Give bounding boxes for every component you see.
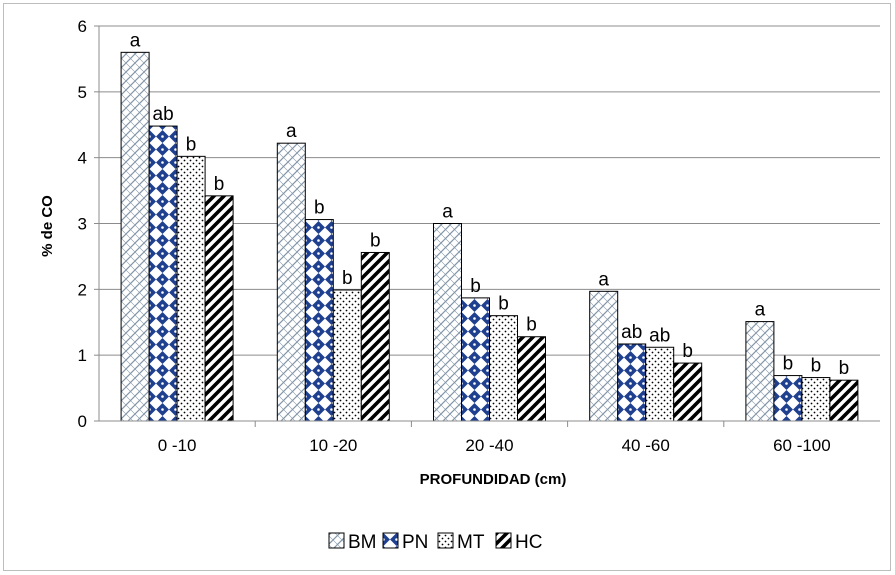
significance-label: b	[811, 356, 822, 377]
legend-swatch-hc	[495, 532, 512, 549]
significance-label: b	[186, 134, 197, 155]
significance-label: a	[130, 30, 141, 51]
bar-pn	[148, 125, 178, 422]
significance-label: b	[682, 341, 693, 362]
significance-label: ab	[621, 322, 642, 343]
legend-label-pn: PN	[402, 532, 428, 553]
y-tick-label: 1	[78, 346, 87, 365]
significance-label: a	[442, 202, 453, 223]
legend-label-bm: BM	[348, 532, 377, 553]
bar-mt	[801, 377, 831, 422]
legend-swatch-mt	[437, 532, 454, 549]
significance-label: a	[755, 300, 766, 321]
bar-bm	[276, 142, 306, 422]
y-tick-label: 6	[78, 17, 87, 36]
significance-label: b	[498, 294, 509, 315]
legend-label-mt: MT	[457, 532, 485, 553]
bar-mt	[489, 315, 518, 422]
significance-label: b	[783, 354, 794, 375]
x-tick-label: 20 -40	[465, 436, 513, 455]
y-tick-label: 5	[78, 83, 87, 102]
bar-bm	[433, 223, 462, 422]
bar-pn	[461, 297, 490, 422]
y-tick-label: 4	[78, 149, 87, 168]
x-tick-label: 40 -60	[622, 436, 670, 455]
bar-bm	[589, 290, 619, 422]
significance-label: b	[839, 358, 850, 379]
x-tick-label: 60 -100	[773, 436, 831, 455]
y-tick-label: 0	[78, 412, 87, 431]
y-axis-title: % de CO	[39, 195, 56, 257]
bar-mt	[332, 289, 362, 422]
significance-label: b	[526, 315, 537, 336]
bar-hc	[360, 251, 390, 422]
x-tick-label: 10 -20	[309, 436, 357, 455]
significance-label: b	[370, 230, 381, 251]
significance-label: ab	[649, 325, 670, 346]
legend-label-hc: HC	[515, 532, 542, 553]
significance-label: a	[286, 121, 297, 142]
significance-label: b	[314, 198, 325, 219]
y-tick-label: 2	[78, 280, 87, 299]
legend-swatch-pn	[382, 532, 399, 549]
legend-swatch-bm	[328, 532, 345, 549]
bar-hc	[517, 336, 546, 422]
x-tick-label: 0 -10	[158, 436, 197, 455]
significance-label: ab	[153, 104, 174, 125]
bar-hc	[204, 195, 234, 422]
y-tick-label: 3	[78, 215, 87, 234]
bar-hc	[829, 379, 859, 422]
bar-bm	[745, 321, 775, 422]
bar-pn	[773, 375, 803, 422]
significance-label: b	[470, 276, 481, 297]
bar-mt	[645, 346, 675, 422]
bar-bm	[120, 51, 150, 422]
significance-label: b	[342, 268, 353, 289]
x-axis-title: PROFUNDIDAD (cm)	[420, 471, 567, 488]
legend: BM PN MT HC	[328, 532, 542, 553]
significance-label: a	[598, 269, 609, 290]
bar-hc	[673, 362, 703, 422]
bar-pn	[304, 219, 334, 422]
bar-pn	[617, 343, 647, 422]
bar-mt	[176, 155, 206, 422]
significance-label: b	[214, 174, 225, 195]
